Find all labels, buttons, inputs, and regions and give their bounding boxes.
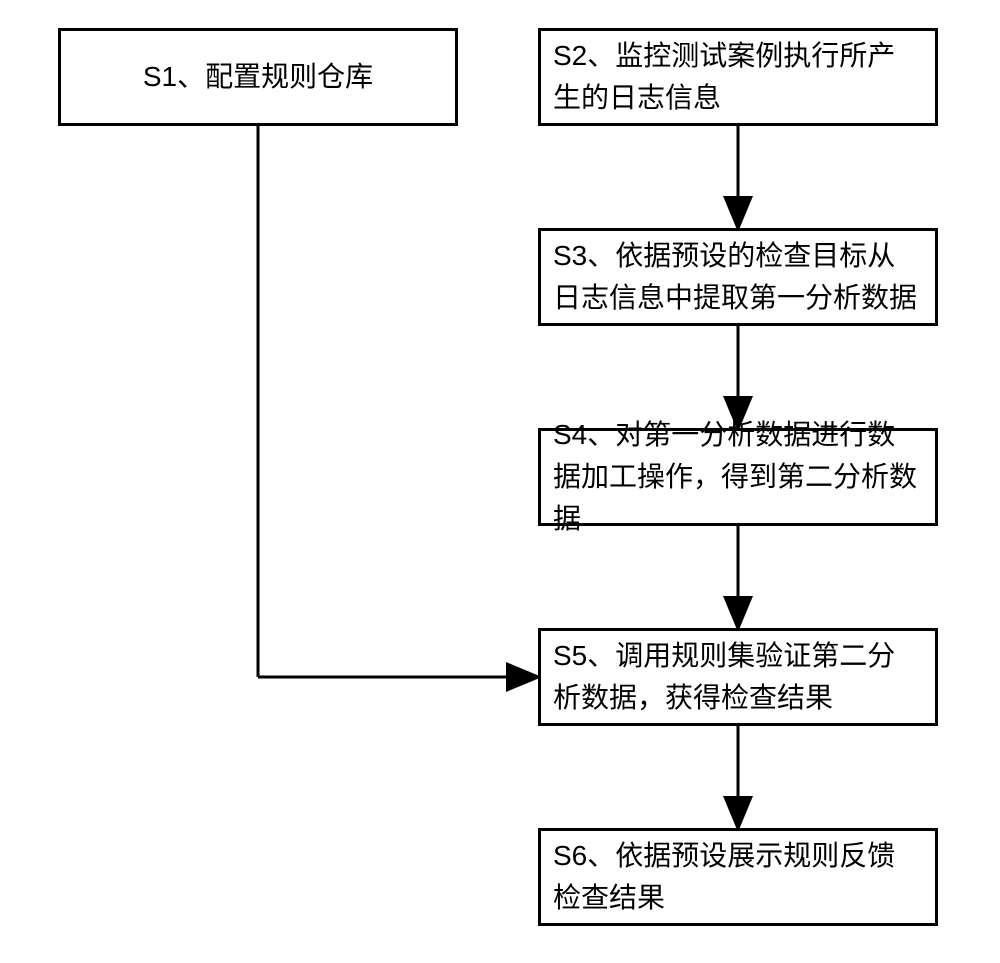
flowchart-node-label: S1、配置规则仓库 [143,56,373,98]
flowchart-node-label: S3、依据预设的检查目标从日志信息中提取第一分析数据 [553,235,923,319]
flowchart-node-s4: S4、对第一分析数据进行数据加工操作，得到第二分析数据 [538,428,938,526]
flowchart-node-s3: S3、依据预设的检查目标从日志信息中提取第一分析数据 [538,228,938,326]
flowchart-node-label: S5、调用规则集验证第二分析数据，获得检查结果 [553,635,923,719]
flowchart-node-s5: S5、调用规则集验证第二分析数据，获得检查结果 [538,628,938,726]
flowchart-node-s6: S6、依据预设展示规则反馈检查结果 [538,828,938,926]
flowchart-node-label: S2、监控测试案例执行所产生的日志信息 [553,35,923,119]
flowchart-node-s1: S1、配置规则仓库 [58,28,458,126]
flowchart-node-s2: S2、监控测试案例执行所产生的日志信息 [538,28,938,126]
flowchart-node-label: S6、依据预设展示规则反馈检查结果 [553,835,923,919]
flowchart-canvas: S1、配置规则仓库 S2、监控测试案例执行所产生的日志信息 S3、依据预设的检查目标… [0,0,1000,963]
flowchart-node-label: S4、对第一分析数据进行数据加工操作，得到第二分析数据 [553,414,923,540]
